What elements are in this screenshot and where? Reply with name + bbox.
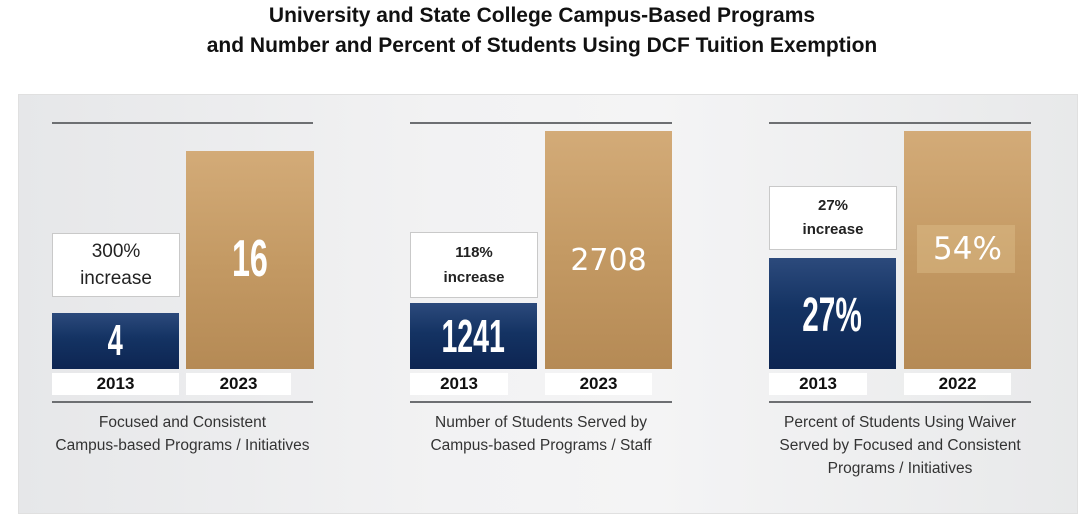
panel-2-increase-percent: 118% [455, 244, 493, 261]
panel-3-year-2022: 2022 [904, 373, 1011, 395]
panel-3-caption-line-2: Served by Focused and Consistent [779, 437, 1021, 454]
panel-1-caption-line-2: Campus-based Programs / Initiatives [55, 437, 310, 454]
panel-3-increase-annotation: 27% increase [769, 186, 897, 250]
panel-3-bar-2013: 27% [769, 258, 896, 369]
panel-1-bar-2013-label: 4 [107, 316, 124, 365]
panel-3-bar-2022-label: 54% [933, 231, 1002, 267]
panel-3-top-rule [769, 122, 1031, 124]
panel-1-caption-line-1: Focused and Consistent [98, 414, 267, 431]
chart-title-line-1: University and State College Campus-Base… [268, 4, 816, 27]
panel-3-caption: Percent of Students Using Waiver Served … [750, 411, 1050, 480]
panel-3-bar-2022 [904, 131, 1031, 369]
panel-1-bar-2023-label: 16 [232, 230, 268, 288]
panel-1-bar-2023: 16 [186, 151, 314, 369]
panel-2-caption-line-2: Campus-based Programs / Staff [430, 437, 652, 454]
panel-3-bar-2013-label: 27% [802, 289, 863, 342]
panel-1-bottom-rule [52, 401, 313, 403]
panel-1-increase-word: increase [80, 268, 152, 289]
panel-3-bottom-rule [769, 401, 1031, 403]
panel-2-increase-word: increase [443, 269, 505, 286]
panel-2-year-2023: 2023 [545, 373, 652, 395]
panel-2-top-rule [410, 122, 672, 124]
panel-2-bar-2023: 2708 [545, 131, 672, 369]
panel-2-bar-2013-label: 1241 [441, 310, 506, 362]
panel-2-bar-2023-label: 2708 [570, 243, 647, 278]
panel-1-increase-annotation: 300% increase [52, 233, 180, 297]
panel-2-caption: Number of Students Served by Campus-base… [395, 411, 687, 457]
panel-3-year-2013: 2013 [769, 373, 867, 395]
panel-1-increase-percent: 300% [91, 241, 141, 262]
panel-2-caption-line-1: Number of Students Served by [435, 414, 647, 431]
panel-2-year-2013: 2013 [410, 373, 508, 395]
panel-1-year-2023: 2023 [186, 373, 291, 395]
chart-title-line-2: and Number and Percent of Students Using… [206, 34, 878, 57]
panel-2-bar-2013: 1241 [410, 303, 537, 369]
panel-2-bottom-rule [410, 401, 672, 403]
panel-3-bar-2022-label-highlight [917, 225, 1015, 273]
panel-1-year-2013: 2013 [52, 373, 179, 395]
panel-3-caption-line-1: Percent of Students Using Waiver [783, 414, 1017, 431]
panel-3-caption-line-3: Programs / Initiatives [827, 460, 973, 477]
panel-3-increase-word: increase [802, 221, 864, 238]
panel-3-increase-percent: 27% [817, 197, 849, 214]
panel-3-bar-2022-label-wrap: 54% [904, 225, 1031, 273]
panel-1-caption: Focused and Consistent Campus-based Prog… [30, 411, 335, 457]
panel-1-top-rule [52, 122, 313, 124]
panel-2-increase-annotation: 118% increase [410, 232, 538, 298]
panel-1-bar-2013: 4 [52, 313, 179, 369]
